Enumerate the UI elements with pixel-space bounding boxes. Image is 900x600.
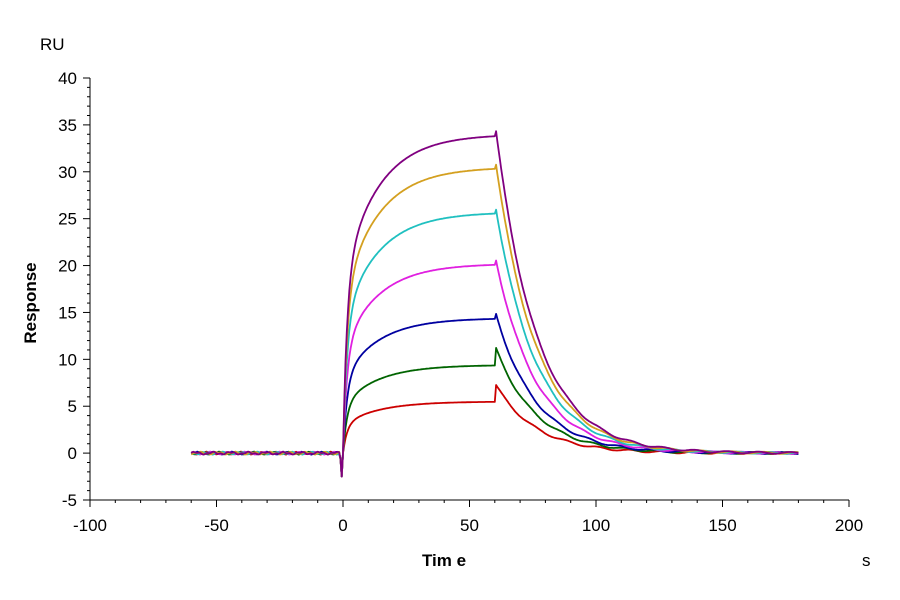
y-tick-label: 0 <box>68 444 77 463</box>
y-tick-label: 15 <box>58 303 77 322</box>
x-tick-label: -100 <box>73 516 107 535</box>
sensorgram-series-7 <box>190 130 799 478</box>
y-tick-label: 40 <box>58 69 77 88</box>
x-axis-title: Tim e <box>422 551 466 570</box>
x-tick-label: 50 <box>460 516 479 535</box>
x-tick-label: 100 <box>582 516 610 535</box>
x-unit-label: s <box>862 551 871 570</box>
y-tick-label: 35 <box>58 116 77 135</box>
x-tick-label: -50 <box>204 516 229 535</box>
x-tick-label: 200 <box>835 516 863 535</box>
y-tick-label: -5 <box>62 491 77 510</box>
y-tick-label: 5 <box>68 397 77 416</box>
sensorgram-series-1 <box>191 384 799 478</box>
y-tick-label: 20 <box>58 257 77 276</box>
curves <box>190 130 799 478</box>
y-axis-title: Response <box>21 262 40 343</box>
y-tick-label: 10 <box>58 350 77 369</box>
y-tick-label: 25 <box>58 210 77 229</box>
x-tick-label: 0 <box>338 516 347 535</box>
sensorgram-series-5 <box>190 208 799 478</box>
y-tick-label: 30 <box>58 163 77 182</box>
sensorgram-series-4 <box>190 259 799 478</box>
y-unit-label: RU <box>40 35 65 54</box>
sensorgram-series-2 <box>191 347 799 478</box>
x-tick-label: 150 <box>708 516 736 535</box>
